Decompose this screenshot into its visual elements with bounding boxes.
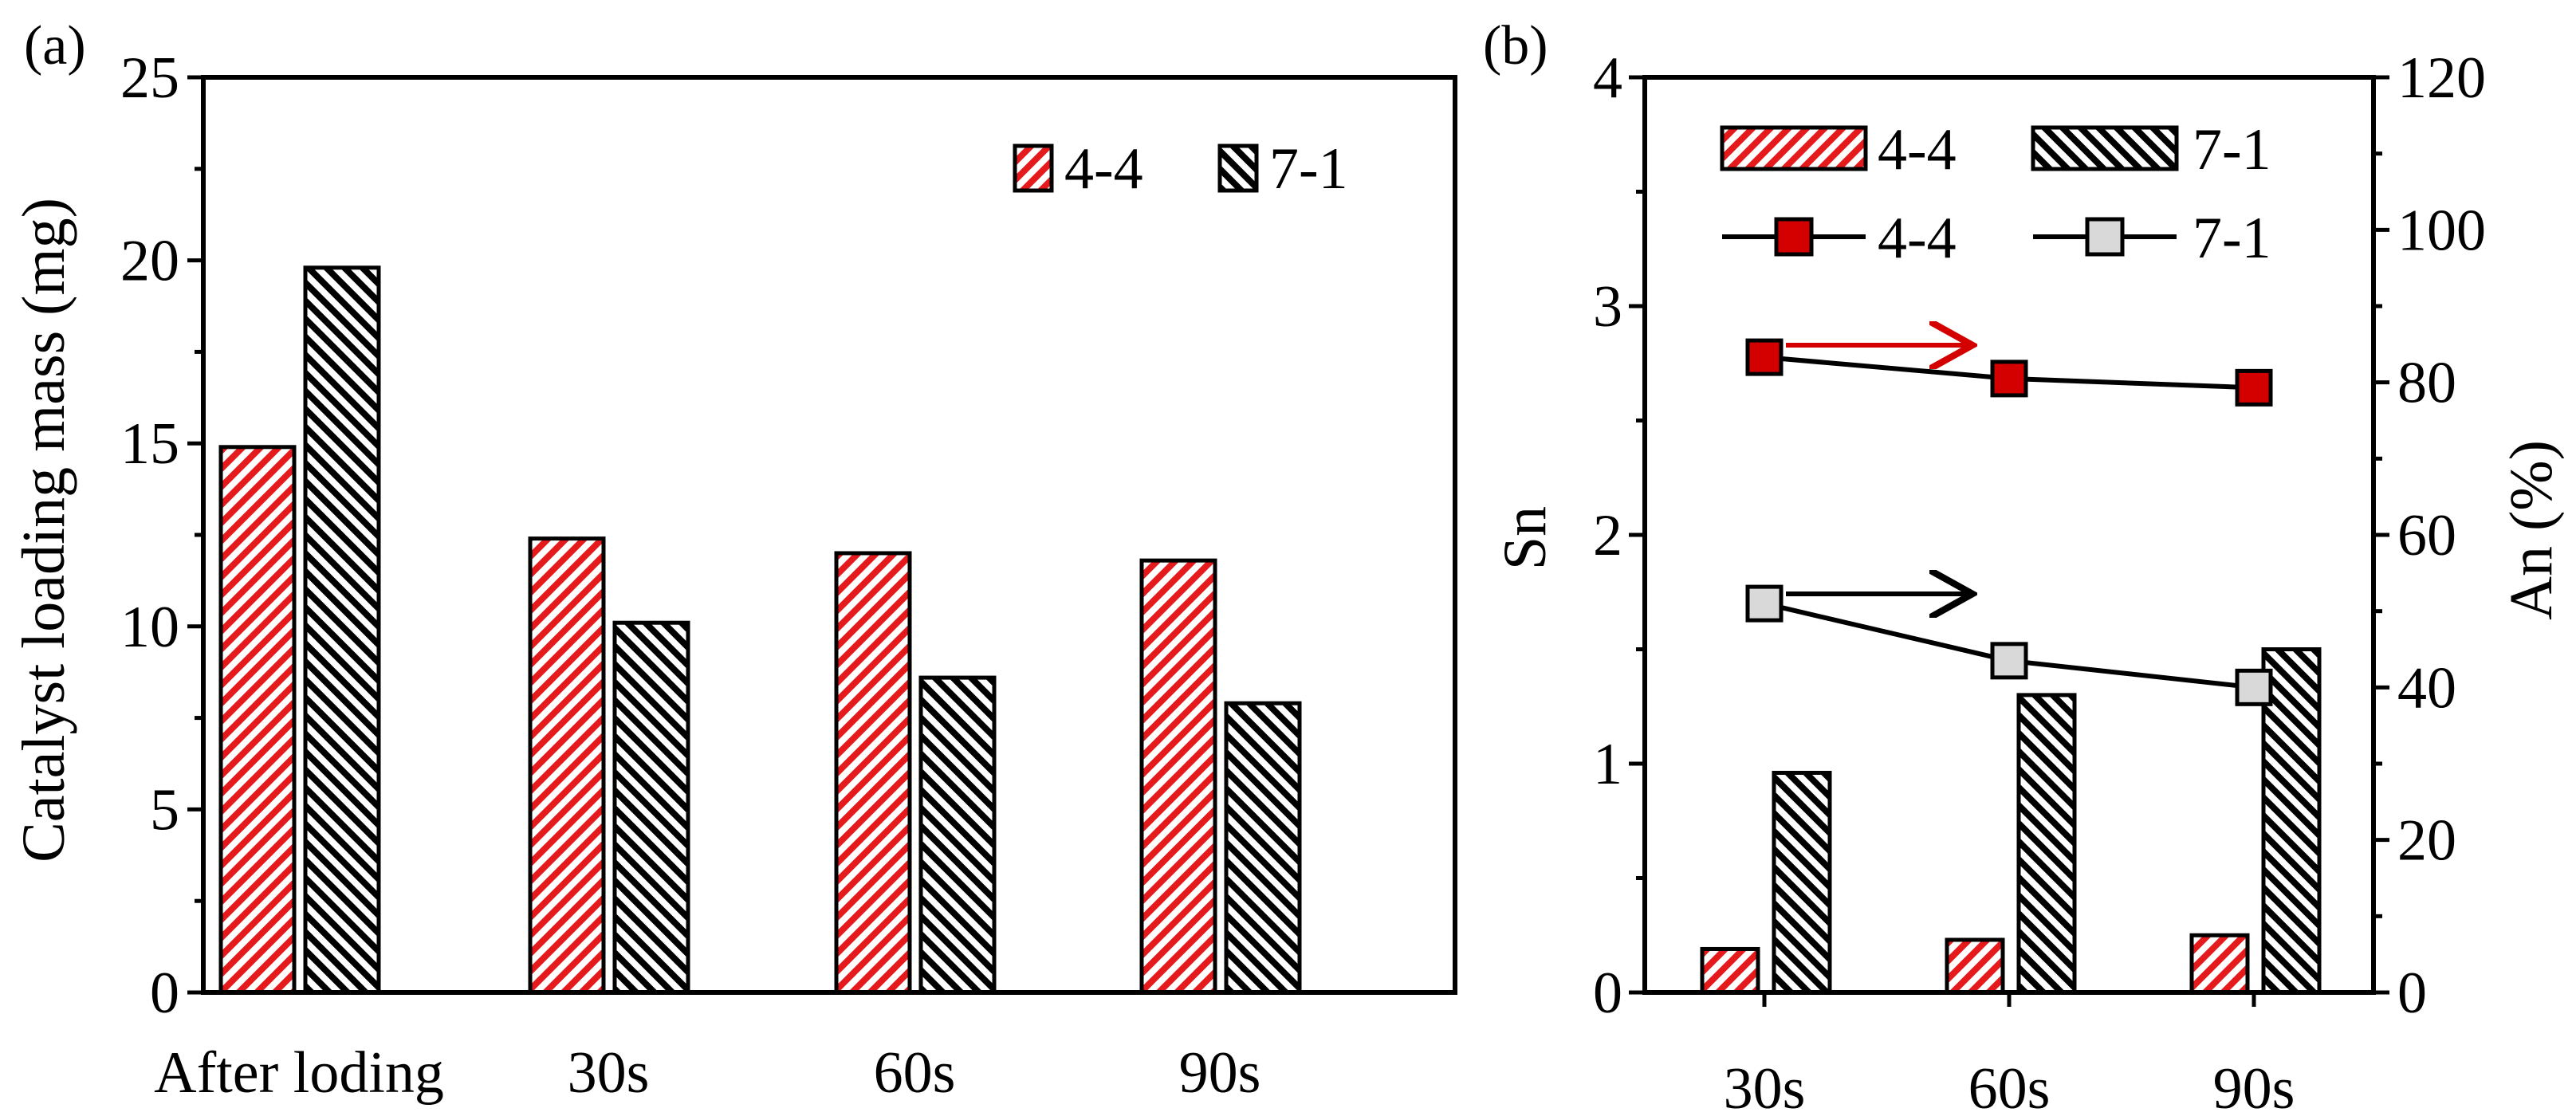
panel-b-marker-4-4-0 xyxy=(1745,338,1784,376)
panel-b-right-tick-label: 0 xyxy=(2397,961,2427,1026)
panel-a-y-tick-label: 15 xyxy=(120,411,179,477)
panel-b-legend-bar-label-7-1: 7-1 xyxy=(2193,117,2271,183)
panel-b-x-tick-label: 60s xyxy=(1968,1056,2051,1120)
panel-a-y-tick-label: 0 xyxy=(150,961,179,1026)
panel-a-bar-7-1-2 xyxy=(918,675,997,995)
panel-b-left-ticks: 0 1 2 3 4 xyxy=(1593,45,1645,1026)
panel-a-y-tick-label: 20 xyxy=(120,229,179,294)
panel-b-right-tick-label: 120 xyxy=(2397,45,2486,111)
panel-b-bar-4-4-1 xyxy=(1945,937,2005,995)
panel-a-legend: 4-4 7-1 xyxy=(1013,136,1348,202)
panel-b-marker-4-4-1 xyxy=(1990,360,2028,398)
panel-b-legend-marker-7-1 xyxy=(2085,217,2125,257)
panel-b-left-tick-label: 0 xyxy=(1593,961,1622,1026)
panel-b-bar-4-4-0 xyxy=(1700,946,1760,995)
panel-b-left-tick-label: 4 xyxy=(1593,45,1622,111)
panel-b-right-tick-label: 100 xyxy=(2397,198,2486,263)
panel-b-bar-7-1-0 xyxy=(1772,770,1832,995)
panel-b-plot-frame xyxy=(1642,75,2376,995)
panel-a-x-tick-label: 60s xyxy=(874,1040,956,1106)
panel-b-marker-4-4-2 xyxy=(2235,368,2273,407)
panel-b-legend-line-label-4-4: 4-4 xyxy=(1878,206,1957,271)
panel-a-y-tick-label: 5 xyxy=(150,777,179,843)
panel-b-bars xyxy=(1700,647,2322,995)
panel-a-legend-swatch-4-4 xyxy=(1013,143,1054,193)
panel-b-legend-line-label-7-1: 7-1 xyxy=(2193,206,2271,271)
panel-b-lines xyxy=(1745,338,2273,706)
panel-b-legend-bar-swatch-4-4 xyxy=(1720,125,1868,171)
panel-a-x-tick-label: 90s xyxy=(1179,1040,1261,1106)
panel-a: (a) Catalyst loading mass (mg) 0 5 10 15 20 2… xyxy=(10,15,1457,1106)
panel-b: (b) Sn An (%) 0 1 2 3 4 0 20 40 60 80 100 120 30s 6… xyxy=(1483,15,2565,1120)
panel-a-y-tick-label: 25 xyxy=(120,45,179,111)
panel-b-left-axis-title: Sn xyxy=(1492,506,1559,570)
panel-a-bar-7-1-1 xyxy=(612,620,690,995)
panel-a-y-tick-label: 10 xyxy=(120,595,179,660)
panel-a-y-ticks: 0 5 10 15 20 25 xyxy=(120,45,203,1026)
panel-b-legend-marker-4-4 xyxy=(1774,217,1814,257)
panel-b-bar-4-4-2 xyxy=(2189,933,2250,995)
panel-a-bar-7-1-0 xyxy=(303,265,381,995)
panel-b-bar-7-1-1 xyxy=(2016,693,2077,995)
panel-a-bars xyxy=(218,265,1302,995)
panel-b-right-ticks: 0 20 40 60 80 100 120 xyxy=(2373,45,2486,1026)
panel-b-right-tick-label: 40 xyxy=(2397,655,2456,721)
panel-b-legend-bar-swatch-7-1 xyxy=(2031,125,2179,171)
panel-a-plot-frame xyxy=(201,75,1457,995)
panel-a-x-tick-label: After loding xyxy=(154,1040,444,1106)
panel-b-right-tick-label: 20 xyxy=(2397,808,2456,874)
panel-b-right-axis-title: An (%) xyxy=(2498,440,2565,620)
panel-b-marker-7-1-0 xyxy=(1745,584,1784,623)
panel-a-bar-4-4-0 xyxy=(218,445,297,995)
panel-a-x-ticks: After loding 30s 60s 90s xyxy=(154,1040,1260,1106)
panel-b-x-ticks: 30s 60s 90s xyxy=(1724,992,2295,1120)
panel-a-legend-label-7-1: 7-1 xyxy=(1269,136,1348,202)
panel-b-right-tick-label: 80 xyxy=(2397,351,2456,416)
panel-b-marker-7-1-1 xyxy=(1990,642,2028,680)
panel-a-bar-4-4-2 xyxy=(834,551,912,995)
panel-a-bar-4-4-3 xyxy=(1139,558,1217,995)
panel-b-legend-bar-label-4-4: 4-4 xyxy=(1878,117,1957,183)
panel-b-left-tick-label: 1 xyxy=(1593,732,1622,797)
panel-a-label: (a) xyxy=(24,15,86,77)
panel-b-marker-7-1-2 xyxy=(2235,668,2273,706)
panel-a-x-tick-label: 30s xyxy=(568,1040,650,1106)
panel-a-legend-swatch-7-1 xyxy=(1217,143,1259,193)
panel-b-x-tick-label: 30s xyxy=(1724,1056,1806,1120)
panel-a-y-axis-title: Catalyst loading mass (mg) xyxy=(10,198,77,863)
panel-b-x-tick-label: 90s xyxy=(2213,1056,2295,1120)
panel-a-legend-label-4-4: 4-4 xyxy=(1064,136,1143,202)
panel-b-left-tick-label: 3 xyxy=(1593,274,1622,340)
panel-b-right-tick-label: 60 xyxy=(2397,503,2456,568)
panel-a-bar-7-1-3 xyxy=(1224,701,1302,995)
panel-b-left-tick-label: 2 xyxy=(1593,503,1622,568)
panel-b-label: (b) xyxy=(1483,15,1548,77)
panel-b-legend: 4-4 7-1 4-4 7-1 xyxy=(1720,117,2271,271)
panel-a-bar-4-4-1 xyxy=(528,536,606,995)
